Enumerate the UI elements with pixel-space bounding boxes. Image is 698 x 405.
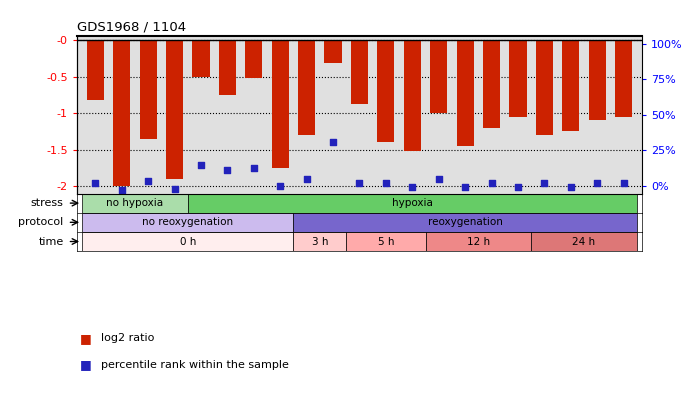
Point (592, 179, 603, 186)
Text: 3 h: 3 h (311, 237, 328, 247)
Point (169, 185, 180, 192)
Point (354, 179, 365, 186)
Point (89, 179, 101, 186)
Bar (193, 40, 209, 77)
Bar (351, 40, 368, 104)
Bar (378, 40, 394, 143)
Point (222, 167, 233, 173)
Text: time: time (38, 237, 64, 247)
Point (486, 179, 497, 186)
Point (142, 178, 154, 184)
Text: no reoxygenation: no reoxygenation (142, 217, 233, 227)
Bar (325, 40, 341, 64)
Bar (298, 40, 315, 135)
Text: 5 h: 5 h (378, 237, 394, 247)
Bar (426, 232, 531, 251)
Bar (483, 40, 500, 128)
Point (512, 184, 524, 190)
Bar (87, 40, 104, 100)
Bar (510, 40, 526, 117)
Bar (82, 232, 293, 251)
Text: ■: ■ (80, 358, 92, 371)
Point (618, 179, 630, 186)
Bar (536, 40, 553, 135)
Text: log2 ratio: log2 ratio (101, 333, 154, 343)
Point (433, 176, 445, 183)
Bar (272, 40, 289, 168)
Text: no hypoxia: no hypoxia (106, 198, 163, 208)
Text: hypoxia: hypoxia (392, 198, 433, 208)
Text: ■: ■ (80, 332, 92, 345)
Point (327, 139, 339, 145)
Point (459, 184, 470, 190)
Point (274, 182, 285, 189)
Bar (531, 232, 637, 251)
Text: GDS1968 / 1104: GDS1968 / 1104 (77, 21, 186, 34)
Bar (563, 40, 579, 131)
Point (248, 165, 260, 172)
Point (539, 179, 550, 186)
Point (195, 162, 207, 168)
Bar (82, 194, 188, 213)
Bar (113, 40, 131, 186)
Bar (456, 40, 474, 146)
Bar (218, 40, 236, 95)
Bar (346, 232, 426, 251)
Bar (430, 40, 447, 113)
Point (565, 184, 577, 190)
Point (407, 184, 418, 190)
Text: protocol: protocol (18, 217, 64, 227)
Bar (403, 40, 421, 151)
Point (301, 176, 312, 183)
Point (380, 179, 392, 186)
Bar (293, 213, 637, 232)
Bar (166, 40, 183, 179)
Bar (188, 194, 637, 213)
Bar (245, 40, 262, 78)
Bar (615, 40, 632, 117)
Text: percentile rank within the sample: percentile rank within the sample (101, 360, 289, 369)
Bar (588, 40, 606, 120)
Text: stress: stress (31, 198, 64, 208)
Bar (140, 40, 156, 139)
Text: 24 h: 24 h (572, 237, 595, 247)
Text: 12 h: 12 h (467, 237, 490, 247)
Bar (293, 232, 346, 251)
Text: reoxygenation: reoxygenation (428, 217, 503, 227)
Point (116, 187, 127, 194)
Text: 0 h: 0 h (179, 237, 196, 247)
Bar (82, 213, 293, 232)
